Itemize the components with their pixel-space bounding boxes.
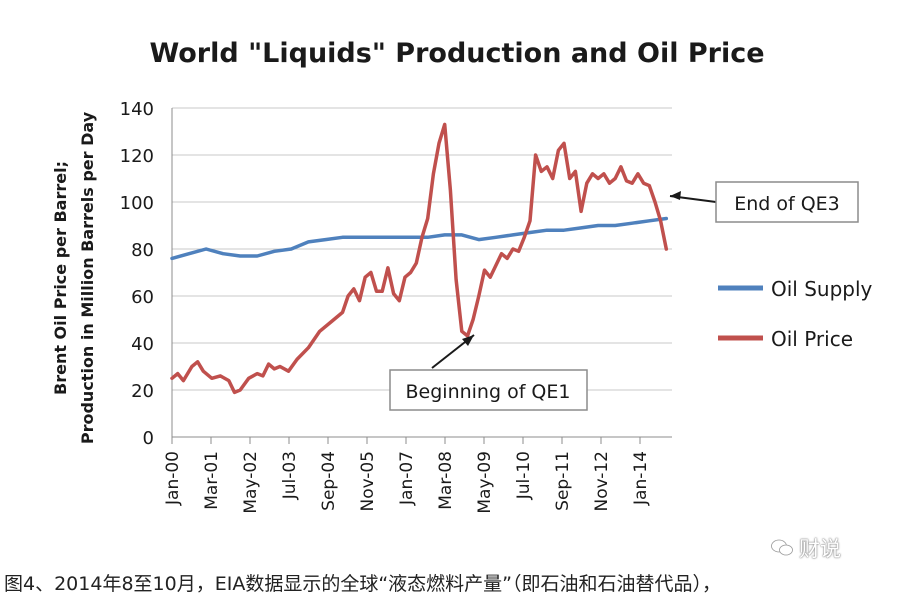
y-tick-label-120: 120 [120, 146, 154, 167]
x-tick-label-jan-07: Jan-07 [397, 451, 417, 506]
x-tick-label-sep-11: Sep-11 [553, 451, 573, 511]
annotations: Beginning of QE1 End of QE3 [389, 181, 859, 411]
y-tick-label-0: 0 [143, 428, 154, 449]
x-tick-label-may-09: May-09 [475, 451, 495, 514]
legend-label-oil-price: Oil Price [771, 327, 853, 351]
x-tick-label-jan-00: Jan-00 [163, 451, 183, 506]
x-tick-label-mar-01: Mar-01 [202, 451, 222, 510]
x-tick-label-jul-03: Jul-03 [280, 451, 300, 500]
annotation-label-qe3: End of QE3 [734, 193, 840, 215]
wechat-icon [771, 539, 793, 556]
y-axis-title-line1: Brent Oil Price per Barrel; [51, 161, 70, 395]
gridlines [172, 107, 672, 438]
series-line-oil-supply [170, 216, 669, 261]
y-tick-label-80: 80 [131, 240, 154, 261]
annotation-arrowhead-qe3 [670, 191, 681, 200]
x-tick-label-jul-10: Jul-10 [514, 451, 534, 500]
annotation-box-qe1 [389, 369, 588, 411]
y-axis-title-line2: Production in Million Barrels per Day [78, 111, 97, 444]
y-axis: 0 20 40 60 80 100 120 140 [120, 99, 173, 449]
annotation-box-qe3 [715, 181, 859, 223]
plot-area [170, 122, 669, 395]
x-tick-label-mar-08: Mar-08 [436, 451, 456, 510]
watermark-text: 财说 [799, 537, 841, 561]
legend: Oil Supply Oil Price [718, 277, 873, 351]
y-axis-title: Brent Oil Price per Barrel; Production i… [51, 111, 97, 444]
y-tick-label-100: 100 [120, 193, 154, 214]
footer-caption: 图4、2014年8至10月，EIA数据显示的全球“液态燃料产量”（即石油和石油替… [4, 573, 722, 595]
x-tick-label-nov-12: Nov-12 [592, 451, 612, 512]
x-tick-label-may-02: May-02 [241, 451, 261, 514]
x-tick-label-sep-04: Sep-04 [319, 451, 339, 511]
watermark: 财说 [771, 533, 841, 563]
x-axis: Jan-00 Mar-01 May-02 Jul-03 Sep-04 Nov-05 Jan-… [163, 436, 672, 514]
x-tick-label-jan-14: Jan-14 [631, 451, 651, 506]
y-tick-label-140: 140 [120, 99, 154, 120]
annotation-arrowhead-qe1 [462, 335, 474, 346]
legend-label-oil-supply: Oil Supply [771, 277, 873, 301]
chart: World "Liquids" Production and Oil Price… [51, 38, 873, 514]
y-tick-label-20: 20 [131, 381, 154, 402]
y-tick-label-60: 60 [131, 287, 154, 308]
annotation-label-qe1: Beginning of QE1 [406, 381, 571, 403]
chart-title: World "Liquids" Production and Oil Price [149, 38, 764, 69]
x-tick-label-nov-05: Nov-05 [358, 451, 378, 512]
series-line-oil-price [170, 122, 669, 395]
y-tick-label-40: 40 [131, 334, 154, 355]
